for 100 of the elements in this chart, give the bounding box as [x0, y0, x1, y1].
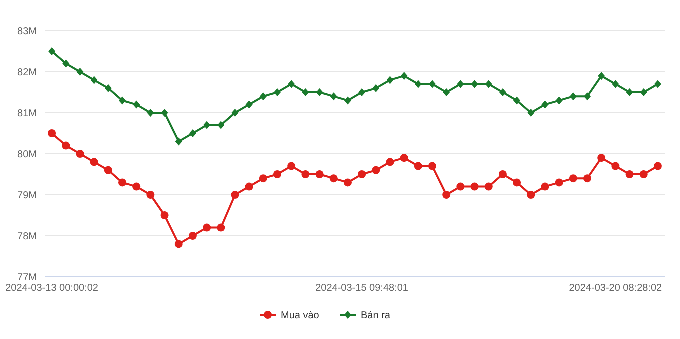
point: [556, 96, 563, 105]
point: [584, 92, 591, 101]
point: [160, 212, 169, 220]
point: [288, 80, 296, 88]
y-tick-label: 79M: [18, 190, 37, 202]
point: [514, 96, 521, 105]
point: [188, 232, 197, 240]
point: [344, 178, 352, 187]
x-tick-label: 2024-03-15 09:48:01: [316, 283, 409, 294]
point: [640, 88, 648, 96]
point: [90, 158, 98, 166]
point: [485, 80, 492, 88]
point: [400, 72, 408, 80]
point: [259, 174, 268, 183]
point: [161, 109, 168, 117]
point: [569, 174, 578, 183]
point: [146, 191, 155, 199]
point: [470, 182, 479, 191]
point: [626, 88, 634, 96]
point: [274, 170, 282, 178]
point: [344, 96, 352, 105]
point: [175, 138, 182, 146]
point: [584, 174, 592, 183]
point: [104, 84, 112, 92]
point: [218, 121, 225, 130]
point: [203, 224, 212, 232]
point: [542, 100, 549, 109]
point: [119, 96, 126, 105]
point: [499, 88, 506, 96]
point: [640, 170, 648, 178]
point: [48, 130, 56, 138]
point: [316, 170, 324, 178]
point: [246, 100, 253, 109]
point: [457, 80, 464, 88]
point: [598, 154, 606, 162]
point: [62, 142, 70, 150]
point: [456, 182, 465, 191]
point: [204, 121, 211, 130]
point: [372, 84, 380, 92]
point: [626, 170, 634, 178]
point: [513, 178, 522, 187]
y-tick-label: 83M: [18, 26, 37, 38]
point: [358, 88, 366, 96]
point: [598, 72, 606, 80]
point: [654, 162, 662, 170]
point: [76, 68, 84, 76]
point: [428, 162, 436, 170]
point: [498, 170, 507, 178]
point: [288, 162, 296, 170]
y-tick-label: 81M: [18, 108, 37, 120]
point: [555, 178, 564, 187]
y-tick-label: 82M: [18, 68, 37, 78]
y-tick-label: 80M: [18, 150, 37, 160]
point: [400, 154, 408, 162]
point: [245, 182, 254, 191]
y-tick-label: 78M: [18, 232, 37, 242]
point: [471, 80, 478, 88]
point: [541, 182, 550, 191]
point: [48, 48, 56, 56]
legend-label: Mua vào: [281, 310, 320, 322]
point: [654, 80, 662, 88]
point: [330, 174, 338, 183]
point: [147, 109, 154, 117]
point: [612, 162, 620, 170]
x-tick-label: 2024-03-13 00:00:02: [6, 283, 99, 294]
point: [274, 88, 281, 96]
point: [358, 170, 366, 178]
point: [316, 88, 324, 96]
point: [414, 162, 422, 170]
point: [231, 191, 240, 199]
point: [386, 158, 394, 166]
point: [429, 80, 436, 88]
point: [484, 182, 493, 191]
point: [90, 76, 98, 84]
point: [132, 182, 141, 191]
legend-label: Bán ra: [361, 310, 391, 322]
point: [133, 100, 140, 109]
point: [62, 60, 70, 68]
point: [174, 240, 183, 248]
point: [189, 130, 196, 138]
point: [386, 76, 394, 84]
x-tick-label: 2024-03-20 08:28:02: [569, 283, 663, 294]
y-tick-label: 77M: [18, 272, 37, 284]
point: [104, 166, 112, 174]
point: [443, 88, 450, 96]
point: [372, 166, 380, 174]
point: [414, 80, 422, 88]
point: [76, 150, 84, 158]
point: [118, 178, 126, 187]
point: [302, 88, 310, 96]
point: [217, 224, 226, 232]
point: [302, 170, 310, 178]
point: [528, 109, 535, 117]
point: [527, 191, 536, 199]
point: [612, 80, 620, 88]
point: [330, 92, 338, 101]
point: [570, 92, 577, 101]
point: [442, 191, 451, 199]
point: [260, 92, 267, 101]
point: [232, 109, 239, 117]
